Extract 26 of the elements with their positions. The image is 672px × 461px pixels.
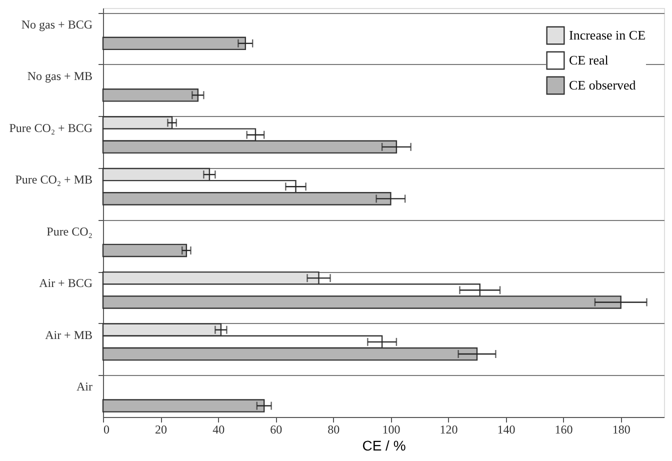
x-tick-label: 180 — [612, 422, 630, 436]
y-tick-label: Pure CO₂ + BCG — [9, 120, 93, 135]
bar — [102, 244, 188, 258]
y-tick-label: No gas + BCG — [21, 17, 93, 32]
x-tick-label: 20 — [155, 422, 168, 436]
x-tick-label: 140 — [497, 422, 516, 436]
legend-label: CE observed — [569, 78, 636, 92]
bar — [102, 36, 246, 50]
x-tick-label: 60 — [270, 422, 282, 436]
y-tick-label: Pure CO₂ + MB — [15, 172, 92, 187]
x-tick-label: 100 — [382, 422, 400, 436]
y-tick-label: Air + MB — [45, 328, 92, 342]
y-tick-label: Pure CO₂ — [46, 224, 92, 238]
y-tick-label: Air — [76, 380, 92, 394]
y-tick-label: Air + BCG — [39, 276, 93, 290]
x-tick-label: 120 — [440, 422, 458, 436]
legend-label: CE real — [569, 52, 609, 68]
legend-label: Increase in CE — [569, 28, 646, 42]
bar — [102, 399, 265, 412]
x-axis-title: CE / % — [362, 438, 406, 454]
y-tick-label: No gas + MB — [27, 69, 92, 84]
x-tick-label: 0 — [104, 422, 110, 436]
bar — [102, 88, 199, 102]
x-tick-label: 160 — [554, 422, 573, 436]
x-tick-label: 40 — [212, 422, 225, 436]
x-tick-label: 80 — [328, 422, 340, 436]
